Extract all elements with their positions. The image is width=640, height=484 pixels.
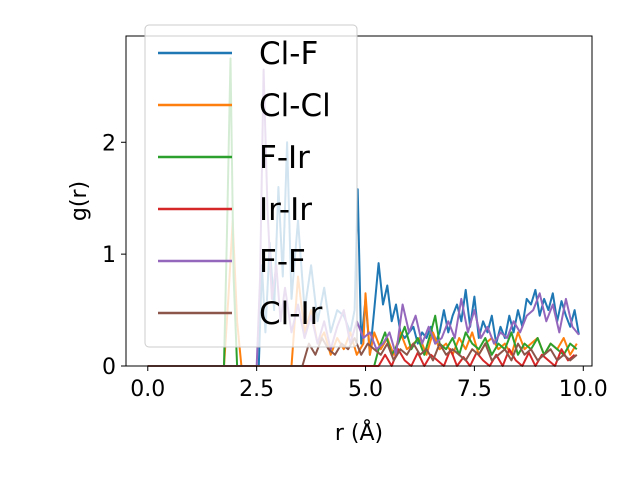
y-tick-label: 1	[102, 243, 116, 268]
y-axis: 0 1 2	[102, 131, 126, 380]
x-tick-label: 2.5	[239, 377, 274, 402]
legend: Cl-F Cl-Cl F-Ir Ir-Ir F-F Cl-Ir	[144, 24, 358, 348]
legend-label: Cl-Cl	[259, 88, 331, 124]
series-line-f-ir	[147, 57, 578, 367]
legend-label: Cl-F	[259, 36, 318, 72]
y-axis-label: g(r)	[67, 181, 92, 221]
x-axis: 0.0 2.5 5.0 7.5 10.0	[130, 366, 608, 402]
x-tick-label: 5.0	[348, 377, 383, 402]
legend-box	[144, 24, 358, 348]
x-tick-label: 10.0	[559, 377, 608, 402]
legend-label: F-F	[259, 244, 306, 280]
x-axis-label: r (Å)	[335, 419, 383, 446]
x-tick-label: 7.5	[457, 377, 492, 402]
y-tick-label: 0	[102, 355, 116, 380]
plot-area-frame	[125, 35, 593, 367]
legend-label: Ir-Ir	[259, 192, 312, 228]
legend-label: Cl-Ir	[259, 296, 323, 332]
x-tick-label: 0.0	[130, 377, 165, 402]
legend-label: F-Ir	[259, 140, 310, 176]
y-tick-label: 2	[102, 131, 116, 156]
